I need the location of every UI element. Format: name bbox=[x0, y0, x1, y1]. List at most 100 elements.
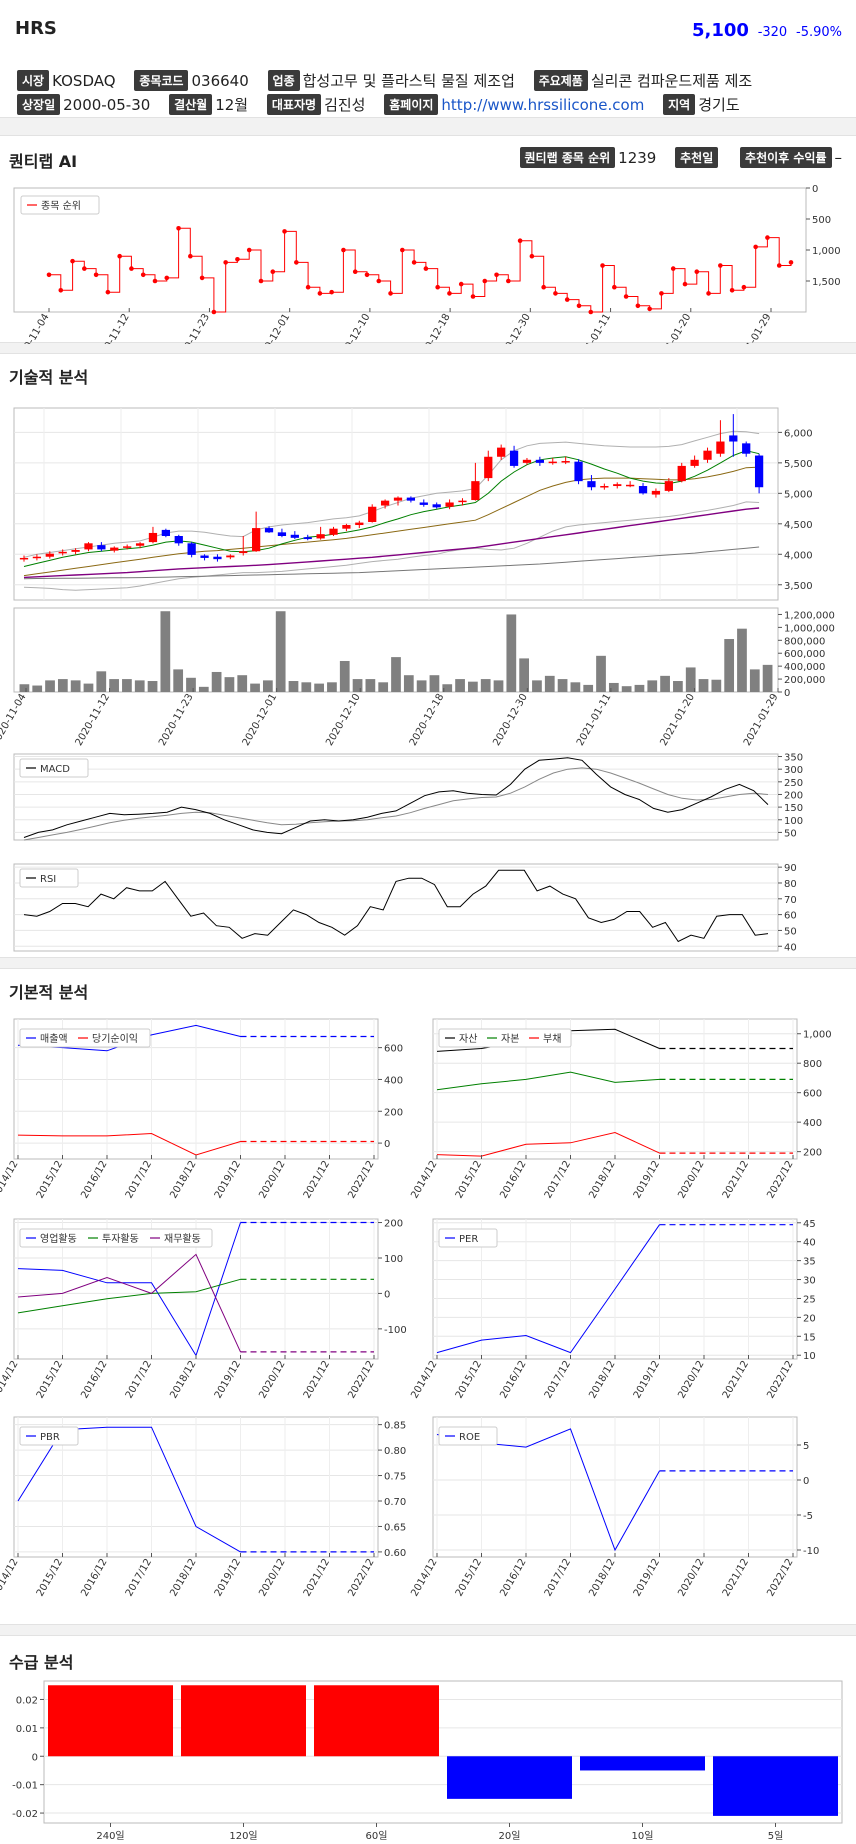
rank-point bbox=[458, 281, 464, 287]
supply-x-tick-label: 20일 bbox=[499, 1830, 521, 1842]
per-y-tick-label: 20 bbox=[803, 1313, 816, 1324]
pbr-legend: PBR bbox=[19, 1426, 79, 1446]
per-x-tick-label: 2014/12 bbox=[409, 1359, 439, 1400]
candlestick bbox=[548, 457, 557, 465]
candlestick bbox=[677, 462, 686, 483]
supply-panel: 수급 분석 -0.02 -0.01 0 0.01 0.02 240일 120일 60일 20일 1… bbox=[0, 1635, 856, 1844]
candle-body bbox=[651, 490, 661, 495]
rank-x-tick-label: 2020-11-04 bbox=[13, 312, 52, 344]
cashflow-x-tick-label: 2016/12 bbox=[79, 1359, 109, 1400]
volume-bar bbox=[660, 675, 670, 692]
legend-box bbox=[19, 868, 79, 888]
roe-x-tick-label: 2019/12 bbox=[632, 1557, 662, 1598]
sales-series-line bbox=[17, 1132, 241, 1156]
homepage-link[interactable]: http://www.hrssilicone.com bbox=[441, 95, 645, 114]
rank-point bbox=[364, 272, 370, 278]
candlestick bbox=[600, 483, 609, 490]
macd-plot-area bbox=[13, 753, 779, 841]
candlestick bbox=[213, 554, 222, 562]
macd-y-tick-label: 150 bbox=[784, 803, 803, 814]
balance-x-tick-label: 2022/12 bbox=[765, 1159, 795, 1200]
volume-x-tick-label: 2020-12-10 bbox=[324, 692, 363, 748]
per-y-tick-label: 30 bbox=[803, 1276, 816, 1287]
rank-x-tick-label: 2020-11-23 bbox=[173, 312, 212, 344]
rsi-y-tick-label: 70 bbox=[784, 895, 797, 906]
balance-y-tick-label: 1,000 bbox=[803, 1030, 832, 1041]
quantilab-title: 퀀티랩 AI bbox=[9, 152, 78, 171]
balance-x-tick-label: 2015/12 bbox=[454, 1159, 484, 1200]
volume-x-tick-label: 2020-12-30 bbox=[491, 692, 530, 748]
pbr-y-tick-label: 0.60 bbox=[384, 1548, 406, 1559]
candlestick bbox=[535, 456, 544, 466]
volume-bar bbox=[160, 611, 171, 692]
supply-y-tick-label: -0.02 bbox=[12, 1809, 38, 1820]
candle-body bbox=[690, 459, 699, 466]
rank-point bbox=[506, 278, 511, 284]
candlestick bbox=[187, 542, 196, 558]
volume-bar bbox=[519, 658, 530, 692]
rank-point bbox=[341, 247, 346, 253]
volume-bar bbox=[647, 680, 658, 692]
sales-x-tick-label: 2017/12 bbox=[124, 1159, 154, 1200]
technical-title: 기술적 분석 bbox=[9, 368, 89, 387]
candle-body bbox=[71, 550, 80, 552]
candlestick bbox=[716, 420, 725, 457]
fundamental-title: 기본적 분석 bbox=[9, 983, 89, 1002]
candlestick bbox=[174, 534, 183, 546]
per-legend: PER bbox=[438, 1228, 498, 1248]
rank-y-tick-label: 1,500 bbox=[812, 277, 841, 288]
rank-point bbox=[647, 306, 652, 312]
quantilab-stats: 퀀티랩 종목 순위 1239 추천일 추천이후 수익률 – bbox=[519, 147, 842, 168]
supply-x-tick-label: 240일 bbox=[96, 1830, 124, 1842]
sales-y-tick-label: 0 bbox=[384, 1139, 390, 1150]
rank-y-tick-label: 0 bbox=[812, 184, 818, 195]
volume-bar bbox=[403, 675, 414, 692]
sales-x-tick-label: 2014/12 bbox=[0, 1159, 21, 1200]
volume-bar bbox=[45, 680, 55, 692]
cashflow-series-line bbox=[17, 1278, 241, 1314]
candle-body bbox=[574, 461, 583, 482]
volume-bar bbox=[724, 639, 735, 692]
candle-body bbox=[561, 461, 570, 463]
balance-y-tick-label: 600 bbox=[803, 1089, 822, 1100]
balance-x-tick-label: 2019/12 bbox=[632, 1159, 662, 1200]
candlestick bbox=[458, 498, 467, 506]
macd-y-tick-label: 300 bbox=[784, 765, 803, 776]
candle-body bbox=[432, 504, 441, 508]
cashflow-x-tick-label: 2014/12 bbox=[0, 1359, 21, 1400]
rank-point bbox=[58, 288, 64, 293]
sales-legend: 매출액 당기순이익 bbox=[19, 1028, 151, 1048]
candle-body bbox=[716, 441, 725, 454]
candlestick bbox=[45, 551, 54, 559]
legend-label: 자본 bbox=[501, 1033, 519, 1045]
rank-x-tick-label: 2021-01-29 bbox=[735, 312, 774, 344]
candlestick bbox=[587, 475, 596, 491]
candle-body bbox=[239, 551, 248, 554]
volume-bar bbox=[685, 667, 696, 692]
rank-point bbox=[753, 244, 758, 250]
volume-bar bbox=[327, 682, 337, 692]
rank-point bbox=[317, 291, 323, 296]
rank-point bbox=[258, 278, 264, 284]
candlestick bbox=[432, 502, 441, 509]
candlestick bbox=[252, 511, 261, 552]
candle-body bbox=[677, 465, 686, 482]
pbr-y-tick-label: 0.80 bbox=[384, 1446, 406, 1457]
ma-mid-line bbox=[23, 466, 760, 577]
pbr-x-tick-label: 2018/12 bbox=[168, 1557, 198, 1598]
supply-x-tick-label: 120일 bbox=[229, 1830, 257, 1842]
rsi-y-tick-label: 40 bbox=[784, 942, 797, 953]
rank-point bbox=[164, 275, 170, 281]
volume-bar bbox=[378, 682, 389, 692]
candlestick bbox=[393, 496, 403, 506]
pbr-x-tick-label: 2014/12 bbox=[0, 1557, 21, 1598]
volume-x-tick-label: 2021-01-20 bbox=[658, 692, 697, 748]
volume-bar bbox=[570, 682, 581, 692]
candle-body bbox=[161, 529, 170, 536]
volume-bar bbox=[493, 680, 504, 692]
rank-point bbox=[623, 294, 629, 299]
legend-box bbox=[20, 195, 100, 215]
rank-point bbox=[176, 226, 181, 231]
rank-point bbox=[564, 297, 570, 302]
per-x-tick-label: 2020/12 bbox=[676, 1359, 706, 1400]
